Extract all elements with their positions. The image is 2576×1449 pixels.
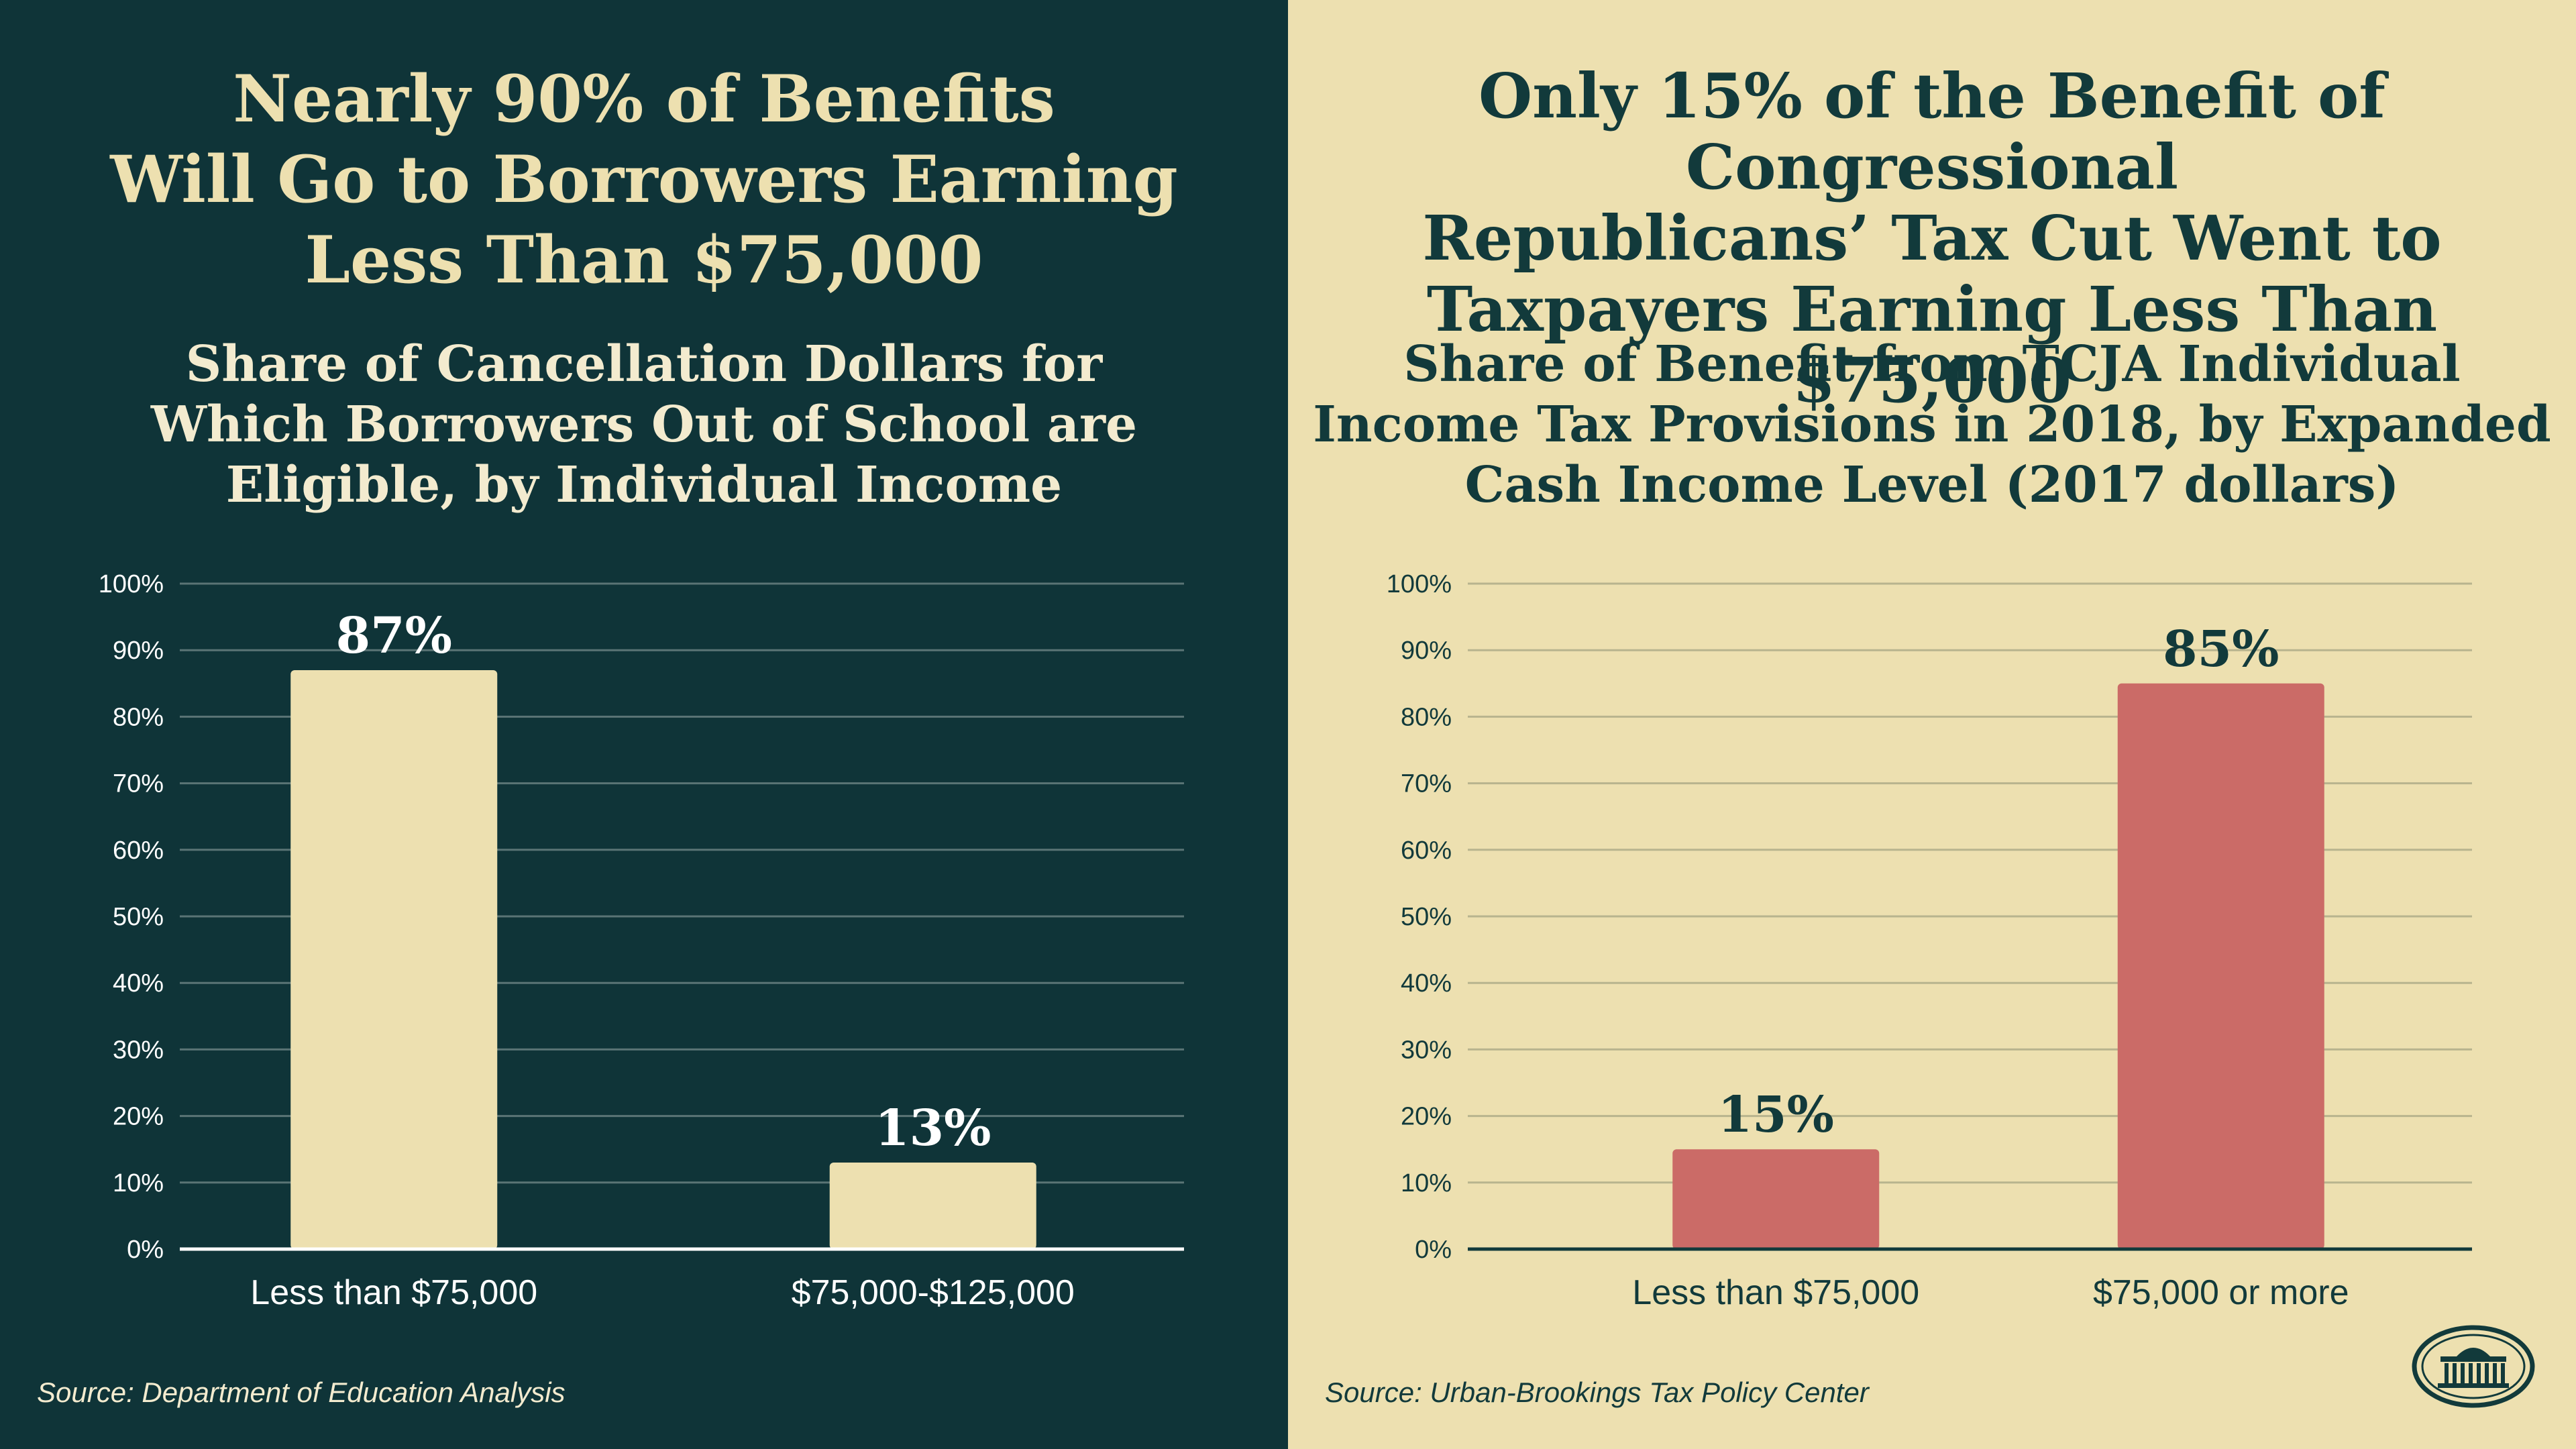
y-tick-label: 10% xyxy=(1401,1169,1452,1197)
y-tick-label: 30% xyxy=(1401,1036,1452,1064)
y-tick-label: 30% xyxy=(113,1036,164,1064)
left-title-line: Nearly 90% of Benefits xyxy=(233,61,1055,137)
y-tick-label: 20% xyxy=(113,1103,164,1131)
y-tick-label: 70% xyxy=(1401,770,1452,798)
y-tick-label: 60% xyxy=(1401,837,1452,865)
left-subtitle-line: Eligible, by Individual Income xyxy=(225,456,1063,514)
y-tick-label: 80% xyxy=(113,703,164,731)
y-tick-label: 80% xyxy=(1401,703,1452,731)
y-tick-label: 50% xyxy=(1401,903,1452,931)
bar xyxy=(829,1163,1036,1249)
right-subtitle-line: Cash Income Level (2017 dollars) xyxy=(1464,456,2400,514)
right-source-note: Source: Urban-Brookings Tax Policy Cente… xyxy=(1325,1377,1869,1408)
right-panel-title: Only 15% of the Benefit of Congressional… xyxy=(1288,60,2576,416)
white-house-seal-icon xyxy=(2412,1325,2535,1408)
left-bar-chart: 0% 10% 20% 30% 40% 50% 60% 70% 80% 90% 100% 87% Less… xyxy=(99,570,1184,1312)
right-subtitle-line: Share of Benefit from TCJA Individual xyxy=(1403,335,2461,393)
y-tick-label: 90% xyxy=(113,637,164,665)
right-chart-subtitle: Share of Benefit from TCJA Individual In… xyxy=(1288,334,2576,515)
y-tick-label: 70% xyxy=(113,770,164,798)
y-tick-label: 100% xyxy=(1387,570,1452,598)
right-panel: Only 15% of the Benefit of Congressional… xyxy=(1288,0,2576,1449)
right-bar-chart: 0% 10% 20% 30% 40% 50% 60% 70% 80% 90% 100% 15% Less… xyxy=(1387,570,2472,1312)
data-label: 87% xyxy=(336,607,452,665)
y-tick-label: 40% xyxy=(113,969,164,998)
y-tick-label: 50% xyxy=(113,903,164,931)
right-title-line: Republicans’ Tax Cut Went to xyxy=(1422,202,2442,274)
y-tick-label: 20% xyxy=(1401,1103,1452,1131)
category-label: $75,000 or more xyxy=(2093,1273,2349,1312)
right-title-line: Taxpayers Earning Less Than $75,000 xyxy=(1426,273,2438,417)
y-tick-label: 60% xyxy=(113,837,164,865)
bar xyxy=(2117,683,2324,1249)
y-tick-label: 0% xyxy=(1415,1236,1452,1264)
left-title-line: Will Go to Borrowers Earning xyxy=(110,142,1178,217)
right-title-line: Only 15% of the Benefit of Congressional xyxy=(1479,60,2385,203)
bar xyxy=(290,669,498,1249)
left-chart-subtitle: Share of Cancellation Dollars for Which … xyxy=(0,334,1288,515)
left-subtitle-line: Share of Cancellation Dollars for xyxy=(185,335,1103,393)
category-label: Less than $75,000 xyxy=(1632,1273,1919,1312)
data-label: 85% xyxy=(2163,621,2279,678)
y-tick-label: 40% xyxy=(1401,969,1452,998)
left-title-line: Less Than $75,000 xyxy=(305,222,983,298)
category-label: $75,000-$125,000 xyxy=(792,1273,1075,1312)
y-tick-label: 90% xyxy=(1401,637,1452,665)
left-panel: Nearly 90% of Benefits Will Go to Borrow… xyxy=(0,0,1288,1449)
left-source-note: Source: Department of Education Analysis xyxy=(37,1377,566,1408)
y-tick-label: 10% xyxy=(113,1169,164,1197)
left-panel-title: Nearly 90% of Benefits Will Go to Borrow… xyxy=(0,59,1288,301)
data-label: 13% xyxy=(875,1099,991,1157)
left-subtitle-line: Which Borrowers Out of School are xyxy=(150,396,1138,453)
category-label: Less than $75,000 xyxy=(250,1273,537,1312)
y-tick-label: 100% xyxy=(99,570,164,598)
y-tick-label: 0% xyxy=(127,1236,164,1264)
bar xyxy=(1672,1149,1880,1249)
right-subtitle-line: Income Tax Provisions in 2018, by Expand… xyxy=(1313,396,2551,453)
data-label: 15% xyxy=(1718,1086,1834,1144)
